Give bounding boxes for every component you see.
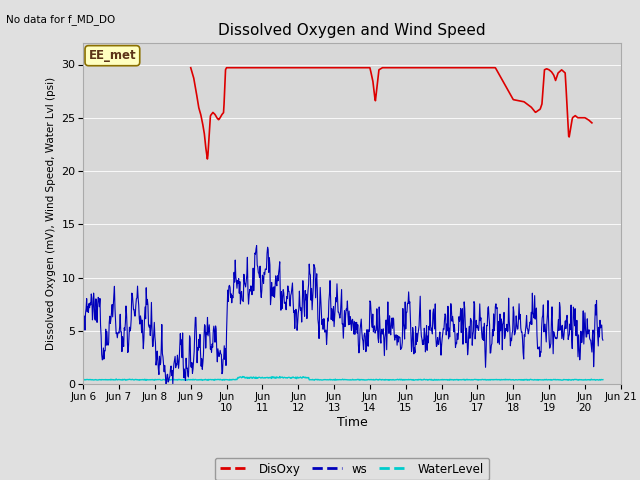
- Text: EE_met: EE_met: [88, 49, 136, 62]
- X-axis label: Time: Time: [337, 416, 367, 429]
- Legend: DisOxy, ws, WaterLevel: DisOxy, ws, WaterLevel: [215, 458, 489, 480]
- Y-axis label: Dissolved Oxygen (mV), Wind Speed, Water Lvl (psi): Dissolved Oxygen (mV), Wind Speed, Water…: [46, 77, 56, 350]
- Title: Dissolved Oxygen and Wind Speed: Dissolved Oxygen and Wind Speed: [218, 23, 486, 38]
- Text: No data for f_MD_DO: No data for f_MD_DO: [6, 14, 116, 25]
